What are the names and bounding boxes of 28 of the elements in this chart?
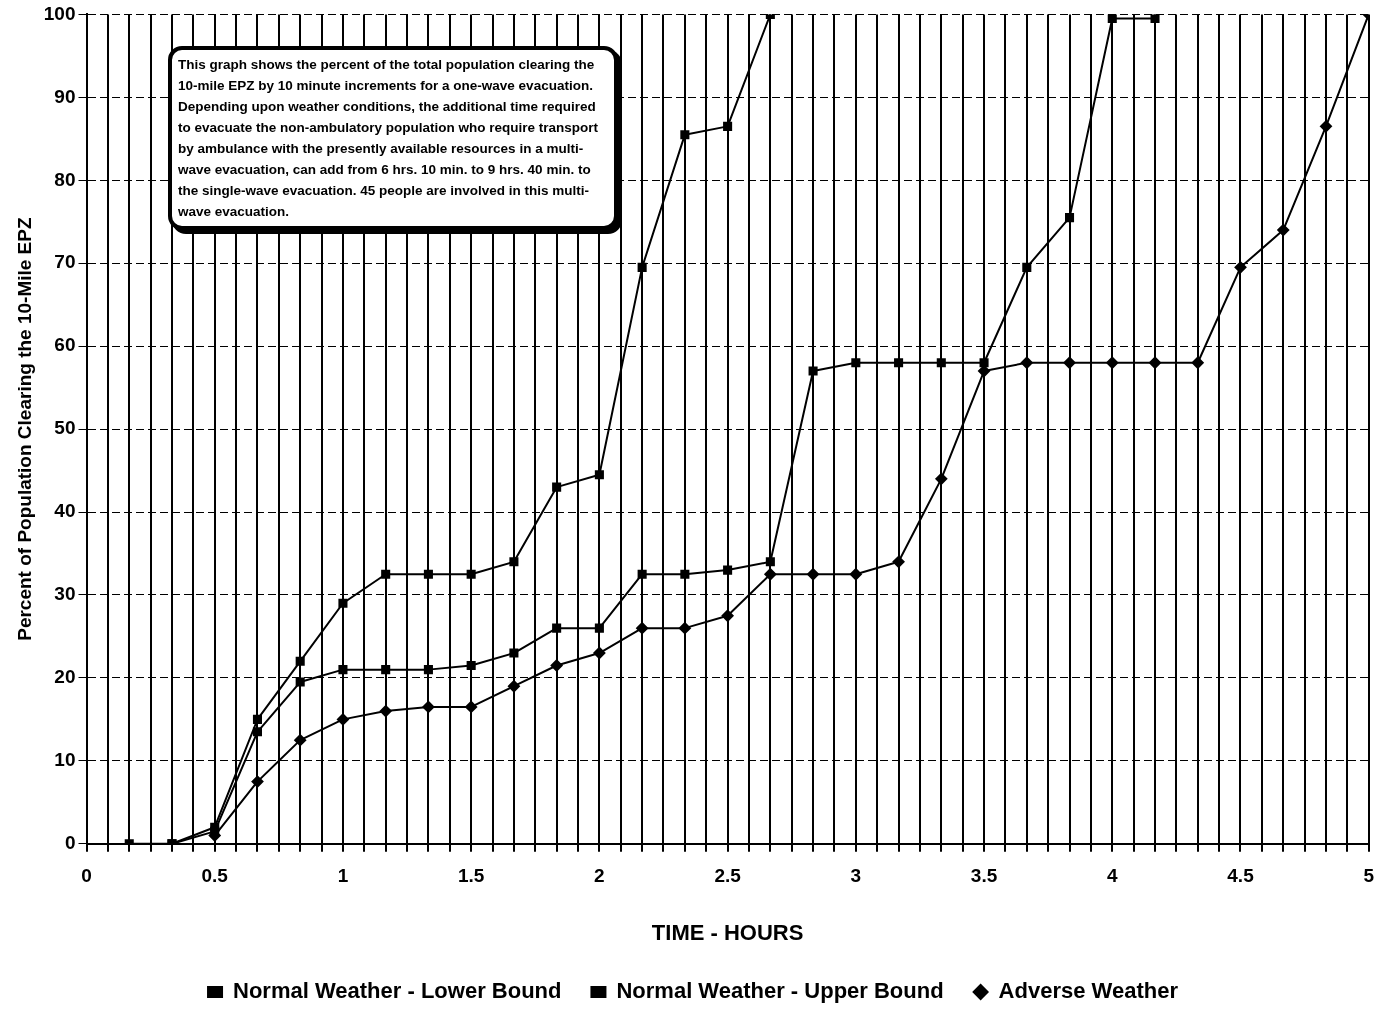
y-tick-label: 30 — [54, 583, 76, 605]
x-tick-label: 0 — [81, 865, 92, 887]
x-tick-label: 2 — [594, 865, 605, 887]
y-tick-label: 100 — [43, 2, 76, 24]
legend-label: Normal Weather - Upper Bound — [616, 978, 944, 1004]
y-tick-label: 80 — [54, 168, 76, 190]
annotation: This graph shows the percent of the total population clearing the 10-mile EPZ by 10 minute increments for a one-wave evacuation. Depending upon weather conditions, the additional time required to evacuate the non-ambulatory population who require transport by ambulance with the presently available resources in a multi-wave evacuation, can add from 6 hrs. 10 min. to 9 hrs. 40 min. to the single-wave evacuation. 45 people are involved in this multi-wave evacuation. — [168, 46, 618, 230]
x-tick-label: 3 — [850, 865, 862, 887]
x-tick-label: 0.5 — [201, 865, 229, 887]
y-tick-label: 60 — [54, 334, 76, 356]
y-tick-label: 40 — [54, 500, 76, 522]
legend-label: Adverse Weather — [998, 978, 1179, 1004]
y-tick-label: 90 — [54, 85, 76, 107]
x-tick-label: 4 — [1106, 865, 1118, 887]
y-axis-title: Percent of Population Clearing the 10-Mile EPZ — [13, 217, 35, 641]
x-axis-title: TIME - HOURS — [651, 919, 804, 945]
y-tick-label: 0 — [64, 832, 76, 854]
y-tick-label: 50 — [54, 417, 76, 439]
x-tick-label: 1.5 — [457, 865, 485, 887]
legend-label: Normal Weather - Lower Bound — [233, 978, 562, 1004]
x-tick-label: 3.5 — [970, 865, 998, 887]
x-tick-label: 5 — [1363, 865, 1375, 887]
y-tick-label: 70 — [54, 251, 76, 273]
x-tick-label: 2.5 — [714, 865, 742, 887]
x-tick-label: 1 — [337, 865, 349, 887]
y-tick-label: 10 — [54, 749, 76, 771]
x-tick-label: 4.5 — [1227, 865, 1255, 887]
y-tick-label: 20 — [54, 666, 76, 688]
